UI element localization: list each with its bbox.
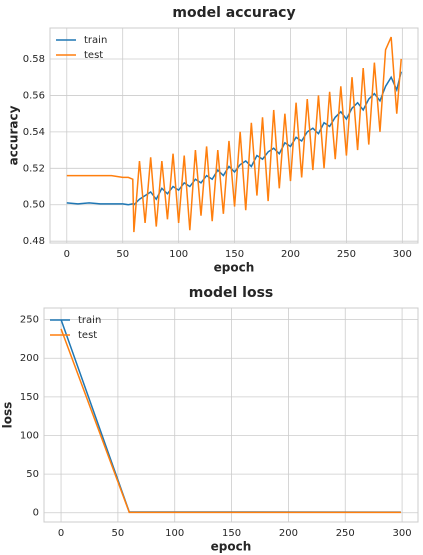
chart-title: model loss [189, 285, 273, 301]
x-axis-label: epoch [211, 540, 252, 554]
x-axis-label: epoch [214, 261, 255, 275]
legend-label: train [84, 35, 107, 46]
legend-label: test [78, 330, 97, 341]
y-tick-label: 0.56 [23, 90, 45, 101]
y-tick-label: 150 [20, 392, 39, 403]
legend-label: train [78, 315, 101, 326]
x-tick-label: 200 [281, 249, 300, 260]
x-tick-label: 0 [64, 249, 70, 260]
y-axis-label: accuracy [7, 105, 21, 165]
legend-label: test [84, 50, 103, 61]
y-tick-label: 0.52 [23, 163, 45, 174]
x-tick-label: 250 [336, 528, 355, 539]
y-tick-label: 0.54 [23, 127, 45, 138]
x-tick-label: 50 [112, 528, 125, 539]
x-tick-label: 50 [116, 249, 129, 260]
series-line [66, 36, 402, 233]
x-tick-label: 250 [337, 249, 356, 260]
y-tick-label: 0.58 [23, 54, 45, 65]
chart-title: model accuracy [172, 5, 295, 21]
x-tick-label: 200 [279, 528, 298, 539]
x-tick-label: 150 [225, 249, 244, 260]
y-tick-label: 100 [20, 430, 39, 441]
plot-area [49, 27, 419, 244]
y-tick-label: 250 [20, 315, 39, 326]
y-tick-label: 0.48 [23, 236, 45, 247]
x-tick-label: 300 [393, 528, 412, 539]
x-tick-label: 300 [393, 249, 412, 260]
y-axis-label: loss [1, 402, 15, 429]
y-tick-label: 200 [20, 353, 39, 364]
x-tick-label: 150 [222, 528, 241, 539]
x-tick-label: 100 [169, 249, 188, 260]
x-tick-label: 0 [58, 528, 64, 539]
y-tick-label: 0.50 [23, 200, 45, 211]
series-line [60, 328, 401, 514]
y-tick-label: 0 [33, 508, 39, 519]
x-tick-label: 100 [165, 528, 184, 539]
plot-area [43, 307, 419, 523]
y-tick-label: 50 [26, 469, 39, 480]
